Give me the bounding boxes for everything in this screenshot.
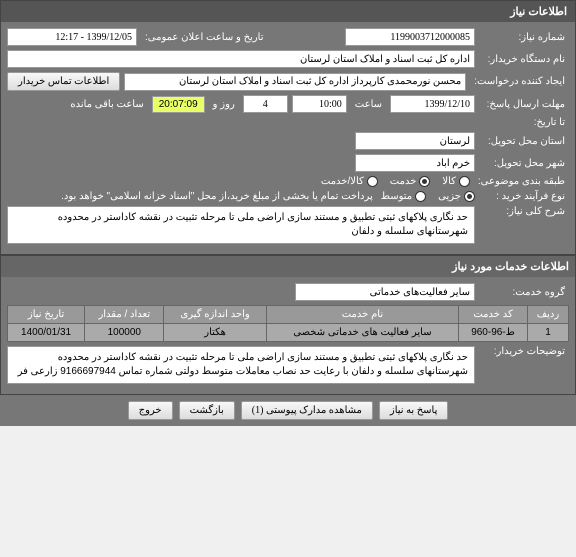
th-row: ردیف: [527, 306, 568, 324]
province-field: [355, 132, 475, 150]
panel-title: اطلاعات نیاز: [1, 1, 575, 22]
td-date: 1400/01/31: [8, 324, 85, 342]
th-name: نام خدمت: [266, 306, 458, 324]
back-button[interactable]: بازگشت: [179, 401, 235, 420]
need-number-field: [345, 28, 475, 46]
services-table: ردیف کد خدمت نام خدمت واحد اندازه گیری ت…: [7, 305, 569, 342]
announce-field: [7, 28, 137, 46]
th-qty: تعداد / مقدار: [85, 306, 164, 324]
purchase-option-medium[interactable]: متوسط: [381, 191, 426, 202]
buyer-note-label: توضیحات خریدار:: [479, 346, 569, 357]
td-name: سایر فعالیت های خدماتی شخصی: [266, 324, 458, 342]
deadline-label: مهلت ارسال پاسخ:: [479, 99, 569, 110]
contact-buyer-button[interactable]: اطلاعات تماس خریدار: [7, 72, 120, 91]
time-label: ساعت: [351, 99, 386, 110]
purchase-option-minor[interactable]: جزیی: [438, 191, 475, 202]
attachments-button[interactable]: مشاهده مدارک پیوستی (1): [241, 401, 373, 420]
province-label: استان محل تحویل:: [479, 136, 569, 147]
days-label: روز و: [209, 99, 239, 110]
td-code: ط-96-960: [459, 324, 528, 342]
td-unit: هکتار: [164, 324, 266, 342]
th-date: تاریخ نیاز: [8, 306, 85, 324]
need-number-label: شماره نیاز:: [479, 32, 569, 43]
table-header-row: ردیف کد خدمت نام خدمت واحد اندازه گیری ت…: [8, 306, 569, 324]
buyer-note-text: حد نگاری پلاکهای ثبتی تطبیق و مستند سازی…: [7, 346, 475, 384]
footer-buttons: پاسخ به نیاز مشاهده مدارک پیوستی (1) باز…: [0, 395, 576, 426]
th-code: کد خدمت: [459, 306, 528, 324]
td-qty: 100000: [85, 324, 164, 342]
deadline-time-field: [292, 95, 347, 113]
services-panel: اطلاعات خدمات مورد نیاز گروه خدمت: ردیف …: [0, 255, 576, 395]
budget-option-both[interactable]: کالا/خدمت: [321, 176, 378, 187]
budget-label: طبقه بندی موضوعی:: [474, 176, 569, 187]
budget-option-goods[interactable]: کالا: [442, 176, 470, 187]
remaining-label: ساعت باقی مانده: [66, 99, 147, 110]
group-label: گروه خدمت:: [479, 287, 569, 298]
th-unit: واحد اندازه گیری: [164, 306, 266, 324]
group-field: [295, 283, 475, 301]
need-info-panel: اطلاعات نیاز شماره نیاز: تاریخ و ساعت اع…: [0, 0, 576, 255]
days-field: [243, 95, 288, 113]
desc-label: شرح کلی نیاز:: [479, 206, 569, 217]
creator-field: [124, 73, 466, 91]
exit-button[interactable]: خروج: [128, 401, 173, 420]
city-label: شهر محل تحویل:: [479, 158, 569, 169]
panel-body: شماره نیاز: تاریخ و ساعت اعلان عمومی: نا…: [1, 22, 575, 254]
announce-label: تاریخ و ساعت اعلان عمومی:: [141, 32, 268, 43]
table-row: 1 ط-96-960 سایر فعالیت های خدماتی شخصی ه…: [8, 324, 569, 342]
creator-label: ایجاد کننده درخواست:: [470, 76, 569, 87]
purchase-label: نوع فرآیند خرید :: [479, 191, 569, 202]
org-field: [7, 50, 475, 68]
budget-option-service[interactable]: خدمت: [390, 176, 431, 187]
countdown-timer: 20:07:09: [152, 96, 205, 113]
services-title: اطلاعات خدمات مورد نیاز: [1, 256, 575, 277]
budget-radio-group: کالا خدمت کالا/خدمت: [321, 176, 470, 187]
purchase-note: پرداخت تمام یا بخشی از مبلغ خرید،از محل …: [7, 191, 377, 202]
deadline-date-field: [390, 95, 475, 113]
until-label: تا تاریخ:: [479, 117, 569, 128]
desc-text: حد نگاری پلاکهای ثبتی تطبیق و مستند سازی…: [7, 206, 475, 244]
org-label: نام دستگاه خریدار:: [479, 54, 569, 65]
purchase-radio-group: جزیی متوسط: [381, 191, 475, 202]
respond-button[interactable]: پاسخ به نیاز: [379, 401, 449, 420]
city-field: [355, 154, 475, 172]
td-row: 1: [527, 324, 568, 342]
